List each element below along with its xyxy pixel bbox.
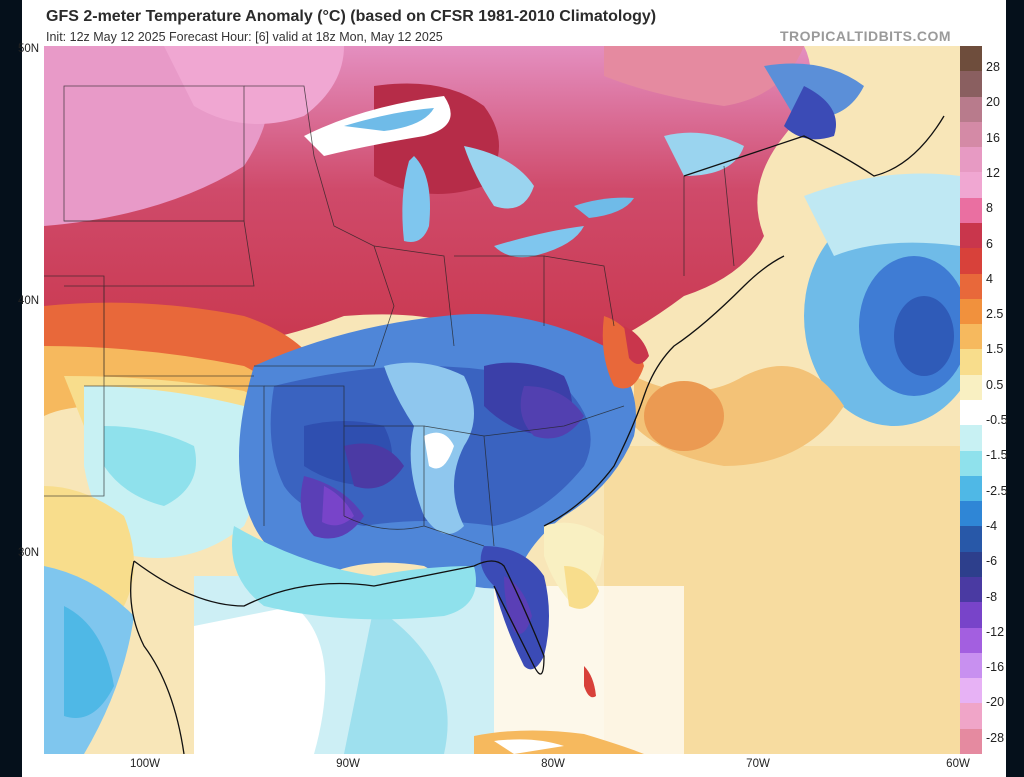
colorbar-label: -1.5 — [986, 448, 1008, 463]
colorbar-label: -12 — [986, 624, 1005, 639]
colorbar-swatch — [960, 652, 982, 679]
coastlines — [130, 115, 945, 754]
colorbar-label: -16 — [986, 660, 1005, 675]
colorbar-swatch — [960, 374, 982, 401]
colorbar-label: 8 — [986, 201, 993, 216]
temperature-anomaly-map — [44, 46, 960, 754]
colorbar-label: 4 — [986, 271, 993, 286]
colorbar-label: -6 — [986, 554, 998, 569]
colorbar-label: 1.5 — [986, 342, 1004, 357]
colorbar-label: 12 — [986, 165, 1000, 180]
colorbar-swatch — [960, 703, 982, 730]
colorbar-swatch — [960, 298, 982, 325]
colorbar-label: 16 — [986, 130, 1000, 145]
colorbar-swatch — [960, 400, 982, 426]
colorbar-label: -4 — [986, 518, 998, 533]
colorbar-swatch — [960, 96, 982, 123]
lake-michigan — [402, 156, 430, 242]
colorbar-swatch — [960, 450, 982, 477]
lat-tick-30n: 30N — [18, 547, 40, 559]
colorbar — [960, 46, 982, 755]
colorbar-label: -2.5 — [986, 483, 1008, 498]
lon-tick-100w: 100W — [129, 758, 161, 770]
colorbar-swatch — [960, 71, 982, 98]
colorbar-swatch — [960, 248, 982, 275]
colorbar-label: -20 — [986, 695, 1005, 710]
lon-tick-90w: 90W — [336, 758, 360, 770]
colorbar-label: 6 — [986, 236, 993, 251]
colorbar-swatch — [960, 121, 982, 148]
lat-tick-40n: 40N — [18, 295, 40, 307]
state-borders — [44, 85, 735, 547]
lake-huron — [464, 146, 534, 209]
colorbar-swatch — [960, 627, 982, 654]
source-watermark: TROPICALTIDBITS.COM — [780, 28, 952, 44]
colorbar-swatch — [960, 349, 982, 376]
map-title: GFS 2-meter Temperature Anomaly (°C) (ba… — [46, 8, 657, 25]
colorbar-swatch — [960, 728, 982, 755]
forecast-info: Init: 12z May 12 2025 Forecast Hour: [6]… — [46, 30, 443, 44]
colorbar-label: -28 — [986, 730, 1005, 745]
colorbar-swatch — [960, 602, 982, 629]
lake-erie — [494, 226, 584, 258]
colorbar-swatch — [960, 526, 982, 553]
colorbar-label: 0.5 — [986, 377, 1004, 392]
colorbar-swatch — [960, 324, 982, 350]
colorbar-label: -0.5 — [986, 413, 1008, 427]
colorbar-swatch — [960, 172, 982, 199]
colorbar-label: 20 — [986, 95, 1000, 110]
colorbar-swatch — [960, 551, 982, 578]
lon-tick-80w: 80W — [541, 758, 565, 770]
lat-tick-50n: 50N — [18, 43, 40, 55]
colorbar-swatch — [960, 501, 982, 527]
colorbar-label: -8 — [986, 589, 998, 604]
colorbar-swatch — [960, 273, 982, 300]
colorbar-swatch — [960, 223, 982, 249]
colorbar-label: 28 — [986, 60, 1000, 74]
colorbar-swatch — [960, 197, 982, 224]
colorbar-swatch — [960, 577, 982, 603]
colorbar-swatch — [960, 678, 982, 704]
colorbar-swatch — [960, 425, 982, 452]
colorbar-label: 2.5 — [986, 307, 1004, 322]
lon-tick-60w: 60W — [946, 758, 970, 770]
lon-tick-70w: 70W — [746, 758, 770, 770]
lake-ontario — [574, 197, 634, 218]
colorbar-swatch — [960, 475, 982, 502]
colorbar-swatch — [960, 46, 982, 72]
colorbar-swatch — [960, 147, 982, 173]
